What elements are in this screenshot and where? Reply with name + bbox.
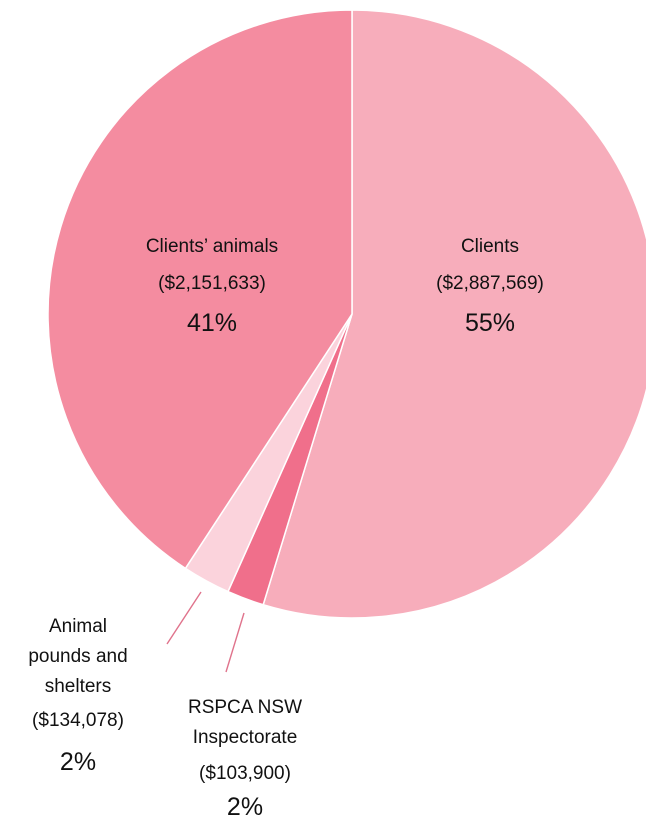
slice-label-amount: ($2,151,633) xyxy=(158,273,266,294)
slice-label-amount: ($134,078) xyxy=(32,710,124,731)
slice-label-name-line-3: shelters xyxy=(45,676,112,697)
slice-label-name: Clients xyxy=(461,236,519,257)
slice-label-clients-animals: Clients’ animals ($2,151,633) 41% xyxy=(146,236,278,337)
slice-label-name-line-2: Inspectorate xyxy=(193,727,298,748)
slice-label-name-line-1: Animal xyxy=(49,616,107,637)
pie-slice-clients xyxy=(262,9,646,619)
slice-label-percent: 2% xyxy=(227,793,263,821)
slice-label-amount: ($103,900) xyxy=(199,763,291,784)
slice-label-percent: 2% xyxy=(60,748,96,776)
slice-label-percent: 55% xyxy=(465,309,515,337)
leader-line-rspca-inspectorate xyxy=(225,612,245,673)
pie-slice-clients-animals xyxy=(47,9,353,570)
slice-label-clients: Clients ($2,887,569) 55% xyxy=(436,236,544,337)
slice-label-name-line-2: pounds and xyxy=(28,646,127,667)
pie-slices xyxy=(47,9,646,619)
slice-label-animal-pounds: Animal pounds and shelters ($134,078) 2% xyxy=(28,616,127,776)
slice-label-name-line-1: RSPCA NSW xyxy=(188,697,302,718)
leader-line-animal-pounds xyxy=(166,591,202,645)
leader-lines xyxy=(166,591,245,673)
slice-label-amount: ($2,887,569) xyxy=(436,273,544,294)
slice-label-percent: 41% xyxy=(187,309,237,337)
slice-label-name: Clients’ animals xyxy=(146,236,278,257)
slice-label-rspca-inspectorate: RSPCA NSW Inspectorate ($103,900) 2% xyxy=(188,697,302,821)
